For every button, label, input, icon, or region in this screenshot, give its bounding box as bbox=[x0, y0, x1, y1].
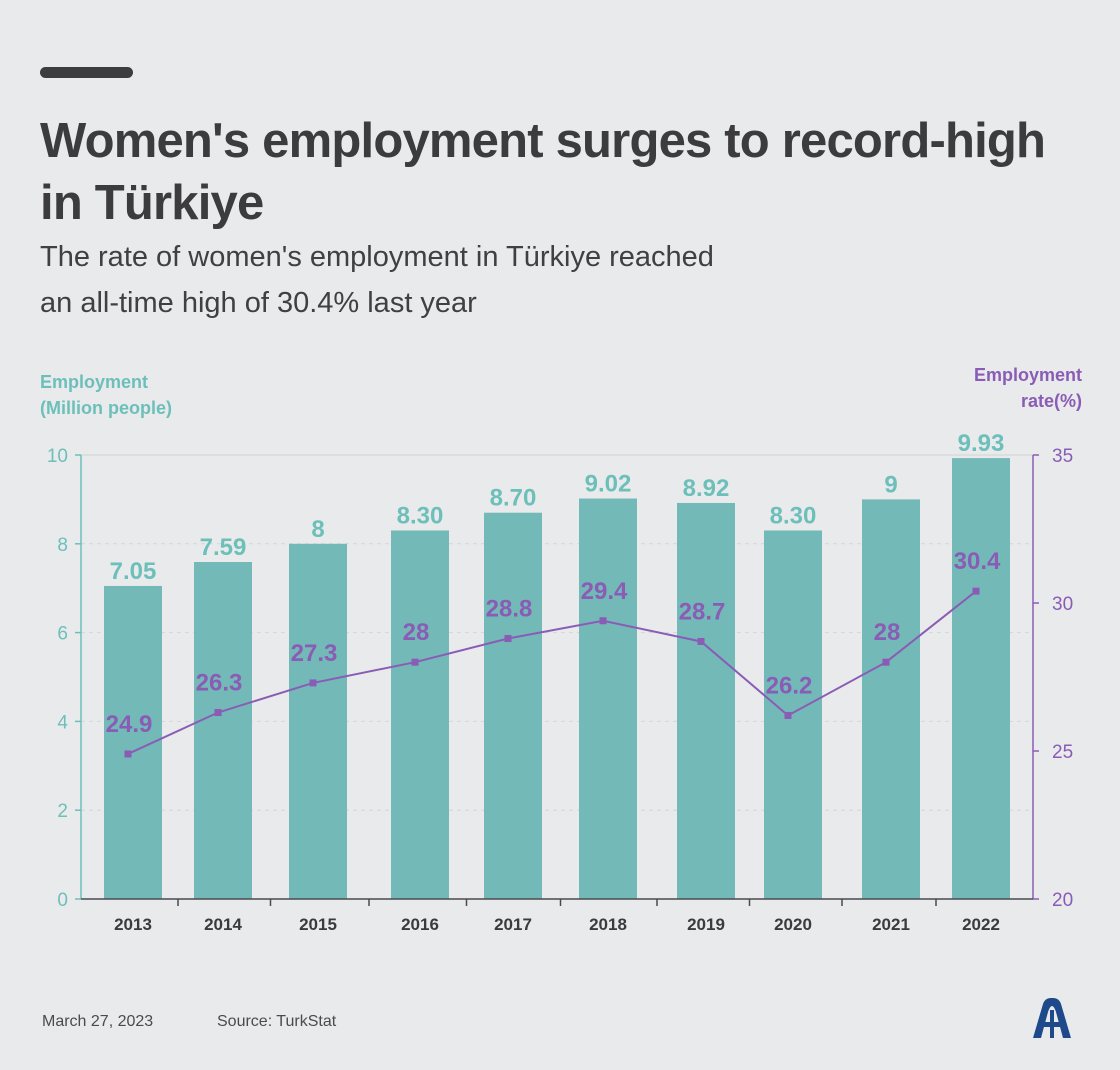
line-point-2016 bbox=[411, 658, 419, 666]
line-value-label: 24.9 bbox=[106, 711, 153, 738]
line-point-2014 bbox=[214, 709, 222, 717]
line-value-label: 28 bbox=[403, 619, 430, 646]
line-point-2018 bbox=[599, 617, 607, 625]
line-value-label: 26.3 bbox=[196, 670, 243, 697]
left-axis-tick-label: 0 bbox=[57, 890, 68, 911]
bar-2019 bbox=[677, 502, 735, 899]
title-line-2: in Türkiye bbox=[40, 176, 264, 230]
line-value-label: 27.3 bbox=[291, 640, 338, 667]
bar-2022 bbox=[952, 458, 1010, 899]
footer-source: Source: TurkStat bbox=[217, 1013, 337, 1030]
employment-rate-line bbox=[127, 590, 977, 755]
right-axis-tick-label: 20 bbox=[1052, 890, 1073, 911]
line-value-label: 30.4 bbox=[954, 548, 1001, 575]
bar-value-label: 8.30 bbox=[397, 502, 444, 529]
right-axis-tick-label: 30 bbox=[1052, 594, 1073, 615]
left-axis-title: Employment (Million people) bbox=[40, 369, 172, 421]
x-axis-label: 2022 bbox=[962, 915, 1000, 934]
left-axis-tick-label: 2 bbox=[57, 801, 68, 822]
line-point-2015 bbox=[309, 679, 317, 687]
x-axis-label: 2017 bbox=[494, 915, 532, 934]
right-axis-tick-label: 35 bbox=[1052, 446, 1073, 467]
line-point-2019 bbox=[697, 637, 705, 645]
bar-value-label: 8.70 bbox=[490, 485, 537, 512]
line-point-2020 bbox=[784, 711, 792, 719]
bar-2018 bbox=[579, 498, 637, 899]
x-axis-label: 2016 bbox=[401, 915, 439, 934]
page-title: Women's employment surges to record-high… bbox=[40, 110, 1090, 234]
right-axis-title-line-1: Employment bbox=[973, 365, 1082, 385]
bar-value-label: 8.92 bbox=[683, 475, 730, 502]
line-point-2022 bbox=[972, 587, 980, 595]
bar-2020 bbox=[764, 530, 822, 899]
bar-2016 bbox=[391, 530, 449, 899]
bar-2014 bbox=[194, 562, 252, 899]
page-subtitle: The rate of women's employment in Türkiy… bbox=[40, 234, 840, 326]
line-point-2013 bbox=[124, 750, 132, 758]
bar-2015 bbox=[289, 543, 347, 899]
bar-value-label: 8.30 bbox=[770, 502, 817, 529]
right-axis-tick-label: 25 bbox=[1052, 742, 1073, 763]
subtitle-line-1: The rate of women's employment in Türkiy… bbox=[40, 241, 714, 273]
decorative-top-bar bbox=[40, 67, 133, 78]
line-point-2017 bbox=[504, 635, 512, 643]
bar-value-label: 7.05 bbox=[110, 558, 157, 585]
right-axis-title: Employment rate(%) bbox=[974, 362, 1082, 414]
left-axis-tick-label: 6 bbox=[57, 624, 68, 645]
x-axis-label: 2018 bbox=[589, 915, 627, 934]
line-value-label: 28 bbox=[874, 619, 901, 646]
subtitle-line-2: an all-time high of 30.4% last year bbox=[40, 287, 477, 319]
x-axis-label: 2014 bbox=[204, 915, 242, 934]
line-value-label: 29.4 bbox=[581, 578, 628, 605]
x-axis-label: 2021 bbox=[872, 915, 910, 934]
left-axis-tick-label: 4 bbox=[57, 712, 68, 733]
bar-value-label: 8 bbox=[311, 516, 324, 543]
line-point-2021 bbox=[882, 658, 890, 666]
footer-date: March 27, 2023 bbox=[42, 1013, 154, 1030]
x-axis-label: 2013 bbox=[114, 915, 152, 934]
aa-logo-icon bbox=[1033, 998, 1071, 1038]
x-axis-label: 2019 bbox=[687, 915, 725, 934]
bar-2021 bbox=[862, 499, 920, 899]
left-axis-title-line-1: Employment bbox=[40, 372, 149, 392]
bar-value-label: 7.59 bbox=[200, 534, 247, 561]
line-value-label: 26.2 bbox=[766, 672, 813, 699]
line-value-label: 28.8 bbox=[486, 596, 533, 623]
bar-value-label: 9.93 bbox=[958, 430, 1005, 457]
left-axis-tick-label: 8 bbox=[57, 535, 68, 556]
left-axis-tick-label: 10 bbox=[47, 446, 68, 467]
bar-value-label: 9.02 bbox=[585, 471, 632, 498]
left-axis-title-line-2: (Million people) bbox=[40, 398, 172, 418]
bar-2017 bbox=[484, 512, 542, 899]
title-line-1: Women's employment surges to record-high bbox=[40, 114, 1046, 168]
x-axis-label: 2020 bbox=[774, 915, 812, 934]
right-axis-title-line-2: rate(%) bbox=[1020, 391, 1082, 411]
x-axis-label: 2015 bbox=[299, 915, 337, 934]
line-value-label: 28.7 bbox=[679, 598, 726, 625]
bar-value-label: 9 bbox=[884, 471, 897, 498]
